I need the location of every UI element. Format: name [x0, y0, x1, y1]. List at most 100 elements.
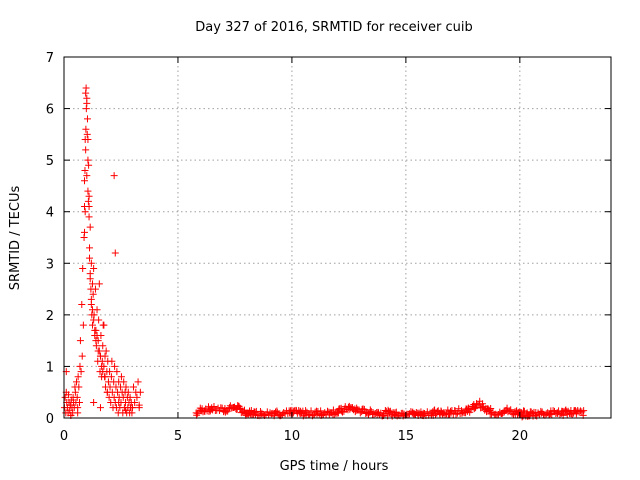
data-point [76, 362, 84, 370]
data-point [126, 393, 134, 401]
x-tick-labels: 0 5 10 15 20 [60, 429, 528, 444]
data-point [90, 264, 98, 272]
data-point [82, 84, 90, 92]
x-tick-label: 20 [512, 429, 529, 444]
data-point [79, 264, 87, 272]
data-point [85, 192, 93, 200]
data-point [82, 146, 90, 154]
data-point [85, 213, 93, 221]
data-point [88, 321, 96, 329]
data-point [86, 254, 94, 262]
x-tick-label: 10 [284, 429, 301, 444]
data-point [79, 321, 87, 329]
data-point [115, 399, 123, 407]
data-point [133, 393, 141, 401]
data-point [84, 197, 92, 205]
data-point [487, 404, 495, 412]
data-point [84, 187, 92, 195]
data-point [467, 406, 475, 414]
data-point [82, 105, 90, 113]
data-point [87, 295, 95, 303]
plot-frame [63, 56, 612, 419]
data-point [81, 228, 89, 236]
data-point [83, 172, 91, 180]
data-point [82, 125, 90, 133]
data-point [90, 316, 98, 324]
data-point [74, 373, 82, 381]
data-point [130, 383, 138, 391]
data-point [99, 368, 107, 376]
data-point [210, 402, 218, 410]
data-point [85, 161, 93, 169]
data-point [88, 280, 96, 288]
data-point [85, 203, 93, 211]
x-tick-label: 15 [398, 429, 415, 444]
data-point [366, 406, 374, 414]
data-point [110, 172, 118, 180]
data-point [117, 373, 125, 381]
data-point [92, 337, 100, 345]
data-point [73, 393, 81, 401]
data-point [122, 406, 130, 414]
data-point [75, 383, 83, 391]
data-point [75, 399, 83, 407]
data-point [580, 407, 588, 415]
data-point [94, 347, 102, 355]
data-point [83, 94, 91, 102]
x-axis-label: GPS time / hours [280, 459, 389, 474]
data-point [90, 399, 98, 407]
data-point [101, 373, 109, 381]
y-axis-label: SRMTID / TECUs [8, 186, 23, 291]
data-point [128, 404, 136, 412]
data-point [478, 400, 486, 408]
data-point [578, 408, 586, 416]
data-point [111, 249, 119, 257]
data-point [87, 259, 95, 267]
data-point [100, 321, 108, 329]
data-point [83, 115, 91, 123]
data-point [65, 391, 73, 399]
data-point [71, 388, 79, 396]
data-point [84, 156, 92, 164]
y-tick-label: 4 [46, 206, 54, 221]
data-points [60, 84, 588, 421]
data-point [106, 368, 114, 376]
data-point [103, 388, 111, 396]
data-point [84, 136, 92, 144]
data-point [135, 401, 143, 409]
data-point [73, 378, 81, 386]
data-point [108, 357, 116, 365]
data-point [99, 342, 107, 350]
y-tick-label: 1 [46, 360, 54, 375]
data-point [124, 388, 132, 396]
x-tick-label: 0 [60, 429, 68, 444]
data-point [131, 399, 139, 407]
data-point [452, 410, 460, 418]
y-tick-label: 2 [46, 309, 54, 324]
data-point [83, 130, 91, 138]
data-point [339, 408, 347, 416]
data-point [96, 404, 104, 412]
data-point [86, 223, 94, 231]
data-point [78, 301, 86, 309]
data-point [89, 290, 97, 298]
data-point [113, 368, 121, 376]
data-point [98, 362, 106, 370]
data-point [81, 208, 89, 216]
data-point [134, 378, 142, 386]
data-point [441, 411, 449, 419]
data-point [106, 383, 114, 391]
data-point [81, 166, 89, 174]
data-point [120, 378, 128, 386]
y-tick-label: 5 [46, 154, 54, 169]
data-point [136, 388, 144, 396]
data-point [81, 177, 89, 185]
y-tick-labels: 0 1 2 3 4 5 6 7 [46, 51, 54, 427]
data-point [96, 352, 104, 360]
data-point [356, 409, 364, 417]
data-point [76, 337, 84, 345]
data-point [77, 368, 85, 376]
y-tick-label: 3 [46, 257, 54, 272]
data-point [86, 270, 94, 278]
